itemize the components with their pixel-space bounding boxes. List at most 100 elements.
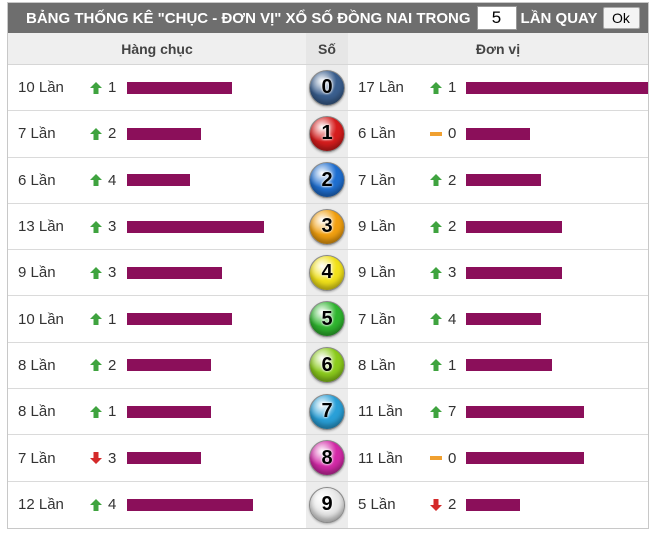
units-cell: 8 Lần 1 bbox=[348, 343, 648, 388]
delta-value: 4 bbox=[108, 171, 117, 189]
ok-button[interactable]: Ok bbox=[602, 7, 640, 29]
arrow-up-icon bbox=[88, 126, 104, 142]
digit-ball: 4 bbox=[309, 254, 345, 291]
times-label: 7 Lần bbox=[358, 310, 396, 328]
digit-cell: 2 bbox=[306, 157, 348, 203]
arrow-up-icon bbox=[428, 357, 444, 373]
times-label: 6 Lần bbox=[18, 171, 56, 189]
arrow-up-icon bbox=[428, 172, 444, 188]
tens-cell: 9 Lần 3 bbox=[8, 250, 306, 295]
units-cell: 9 Lần 2 bbox=[348, 204, 648, 249]
dash-icon bbox=[428, 126, 444, 142]
digit-ball: 8 bbox=[309, 440, 345, 477]
times-label: 5 Lần bbox=[358, 496, 396, 514]
frequency-bar bbox=[127, 498, 254, 511]
arrow-down-icon bbox=[428, 497, 444, 513]
digit-label: 0 bbox=[321, 76, 333, 99]
units-cell: 7 Lần 2 bbox=[348, 158, 648, 203]
frequency-bar bbox=[466, 313, 541, 326]
draw-count-input[interactable] bbox=[476, 6, 517, 30]
arrow-up-icon bbox=[88, 172, 104, 188]
digit-label: 3 bbox=[321, 215, 333, 238]
stats-panel: BẢNG THỐNG KÊ "CHỤC - ĐƠN VỊ" XỔ SỐ ĐỒNG… bbox=[7, 2, 649, 529]
arrow-up-icon bbox=[428, 80, 444, 96]
delta-value: 3 bbox=[108, 264, 117, 282]
tens-cell: 7 Lần 2 bbox=[8, 111, 306, 156]
times-label: 11 Lần bbox=[358, 403, 403, 421]
digit-label: 1 bbox=[321, 122, 333, 145]
digit-cell: 4 bbox=[306, 250, 348, 296]
delta-value: 2 bbox=[448, 496, 457, 514]
tens-cell: 13 Lần 3 bbox=[8, 204, 306, 249]
digit-cell: 1 bbox=[306, 111, 348, 157]
digit-ball: 5 bbox=[309, 301, 345, 338]
digit-cell: 9 bbox=[306, 481, 348, 528]
units-cell: 7 Lần 4 bbox=[348, 296, 648, 341]
digit-label: 4 bbox=[321, 261, 333, 284]
times-label: 10 Lần bbox=[18, 310, 64, 328]
title-prefix: BẢNG THỐNG KÊ "CHỤC - ĐƠN VỊ" XỔ SỐ ĐỒNG… bbox=[26, 9, 471, 27]
times-label: 8 Lần bbox=[18, 356, 56, 374]
delta-value: 3 bbox=[108, 218, 117, 236]
units-cell: 9 Lần 3 bbox=[348, 250, 648, 295]
digit-label: 5 bbox=[321, 307, 333, 330]
delta-value: 0 bbox=[448, 449, 457, 467]
bar-track bbox=[466, 359, 648, 372]
digit-label: 2 bbox=[321, 168, 333, 191]
tens-cell: 8 Lần 1 bbox=[8, 389, 306, 434]
arrow-up-icon bbox=[88, 497, 104, 513]
arrow-up-icon bbox=[428, 265, 444, 281]
frequency-bar bbox=[127, 452, 201, 465]
table-row: 13 Lần 3 3 9 Lần 2 bbox=[8, 203, 648, 251]
delta-value: 3 bbox=[448, 264, 457, 282]
units-cell: 17 Lần 1 bbox=[348, 65, 648, 110]
bar-track bbox=[466, 220, 648, 233]
bar-track bbox=[466, 405, 648, 418]
frequency-bar bbox=[127, 359, 212, 372]
bar-track bbox=[127, 452, 306, 465]
units-cell: 5 Lần 2 bbox=[348, 482, 648, 528]
units-cell: 11 Lần 7 bbox=[348, 389, 648, 434]
delta-value: 4 bbox=[448, 310, 457, 328]
delta-value: 2 bbox=[448, 171, 457, 189]
table-row: 8 Lần 1 7 11 Lần 7 bbox=[8, 389, 648, 436]
digit-cell: 7 bbox=[306, 389, 348, 435]
arrow-up-icon bbox=[88, 219, 104, 235]
bar-track bbox=[127, 127, 306, 140]
units-cell: 11 Lần 0 bbox=[348, 435, 648, 480]
digit-cell: 0 bbox=[306, 65, 348, 111]
bar-track bbox=[127, 174, 306, 187]
table-row: 7 Lần 3 8 11 Lần 0 bbox=[8, 435, 648, 482]
bar-track bbox=[127, 405, 306, 418]
arrow-up-icon bbox=[88, 80, 104, 96]
bar-track bbox=[127, 359, 306, 372]
frequency-bar bbox=[466, 405, 584, 418]
delta-value: 1 bbox=[108, 79, 117, 97]
times-label: 7 Lần bbox=[18, 449, 56, 467]
times-label: 9 Lần bbox=[358, 218, 396, 236]
delta-value: 0 bbox=[448, 125, 457, 143]
title-bar: BẢNG THỐNG KÊ "CHỤC - ĐƠN VỊ" XỔ SỐ ĐỒNG… bbox=[8, 3, 648, 33]
digit-ball: 2 bbox=[309, 162, 345, 199]
delta-value: 1 bbox=[108, 403, 117, 421]
arrow-up-icon bbox=[428, 219, 444, 235]
digit-ball: 0 bbox=[309, 69, 345, 106]
times-label: 8 Lần bbox=[358, 356, 396, 374]
digit-ball: 6 bbox=[309, 347, 345, 384]
frequency-bar bbox=[127, 174, 191, 187]
tens-column-header: Hàng chục bbox=[121, 40, 193, 57]
arrow-up-icon bbox=[428, 404, 444, 420]
digit-ball: 7 bbox=[309, 393, 345, 430]
frequency-bar bbox=[127, 220, 264, 233]
bar-track bbox=[127, 498, 306, 511]
frequency-bar bbox=[127, 266, 222, 279]
digit-ball: 1 bbox=[309, 115, 345, 152]
bar-track bbox=[466, 452, 648, 465]
digit-column-header: Số bbox=[306, 33, 348, 64]
table-row: 6 Lần 4 2 7 Lần 2 bbox=[8, 157, 648, 204]
digit-cell: 5 bbox=[306, 296, 348, 342]
table-row: 7 Lần 2 1 6 Lần 0 bbox=[8, 111, 648, 158]
frequency-bar bbox=[466, 220, 563, 233]
frequency-bar bbox=[466, 127, 531, 140]
times-label: 12 Lần bbox=[18, 496, 64, 514]
